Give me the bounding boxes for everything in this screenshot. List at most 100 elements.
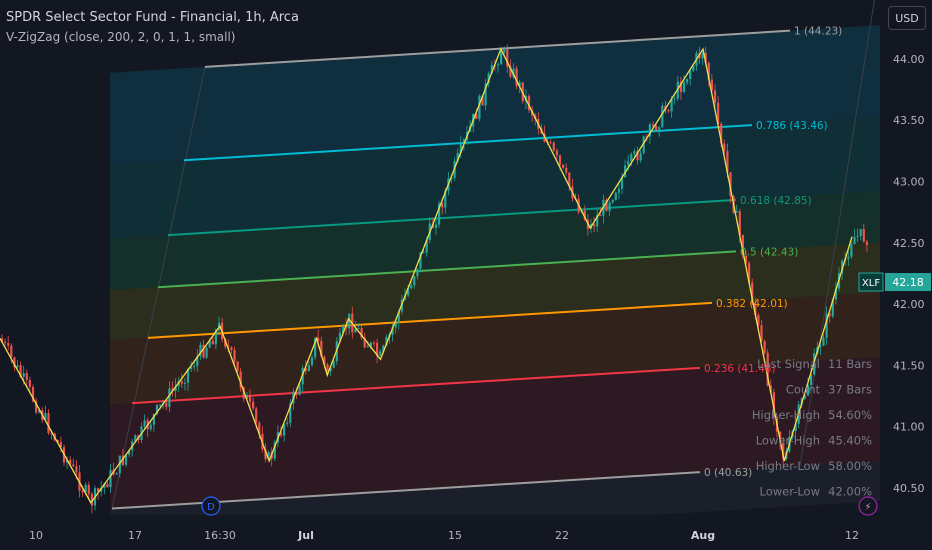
candle-body	[273, 442, 276, 459]
candle-body	[738, 211, 741, 236]
event-marker-icon[interactable]	[858, 496, 878, 516]
stats-label: Count	[786, 383, 821, 397]
x-tick-label: 10	[29, 529, 43, 542]
candle-body	[341, 326, 345, 333]
y-tick-label: 44.00	[893, 53, 925, 66]
stats-value: 37 Bars	[828, 383, 872, 397]
candle-body	[856, 235, 859, 237]
candle-body	[658, 127, 661, 131]
candle-body	[372, 342, 376, 344]
candle-body	[583, 210, 586, 220]
candle-body	[487, 73, 490, 84]
candle-body	[782, 443, 785, 459]
candle-body	[90, 493, 93, 506]
candle-body	[555, 150, 558, 156]
candle-body	[630, 153, 633, 162]
candle-body	[410, 285, 413, 289]
candle-body	[10, 345, 13, 358]
candle-body	[289, 403, 292, 423]
candle-body	[682, 82, 686, 92]
fib-label-0.236: 0.236 (41.48)	[704, 363, 776, 375]
candle-body	[245, 395, 248, 399]
candle-body	[462, 139, 465, 144]
candle-body	[459, 143, 462, 153]
candle-body	[723, 143, 726, 152]
candle-body	[614, 192, 617, 200]
candle-body	[295, 391, 298, 395]
candle-body	[208, 340, 211, 348]
candle-body	[441, 203, 444, 208]
candle-body	[633, 151, 636, 154]
candle-body	[729, 172, 732, 197]
price-axis-bg	[880, 0, 932, 515]
candle-body	[636, 151, 639, 161]
candle-body	[803, 395, 806, 399]
candle-body	[314, 337, 317, 358]
candle-body	[38, 410, 41, 413]
candle-body	[171, 388, 174, 392]
candle-body	[298, 384, 301, 395]
candle-body	[500, 52, 503, 65]
candle-body	[379, 351, 382, 356]
fib-band-0.5	[110, 242, 880, 341]
candle-body	[174, 386, 177, 392]
indicator-label: V-ZigZag (close, 200, 2, 0, 1, 1, small)	[6, 30, 236, 44]
candle-body	[233, 349, 236, 362]
fib-label-0.382: 0.382 (42.01)	[716, 298, 788, 310]
candle-body	[332, 361, 335, 368]
candle-body	[348, 313, 351, 329]
candle-body	[338, 332, 341, 342]
candle-body	[360, 327, 363, 338]
candle-body	[831, 299, 834, 317]
last-price-badge	[885, 273, 931, 292]
stats-value: 11 Bars	[828, 357, 872, 371]
y-tick-label: 41.50	[893, 359, 925, 372]
candle-body	[490, 65, 493, 74]
candle-body	[239, 371, 242, 388]
candle-body	[673, 98, 676, 100]
candle-body	[710, 79, 713, 91]
candle-body	[766, 352, 769, 386]
x-tick-label: Aug	[691, 529, 715, 542]
candle-body	[645, 136, 648, 138]
candle-body	[596, 215, 599, 227]
candle-body	[509, 66, 512, 77]
candle-body	[115, 473, 118, 475]
candle-body	[834, 288, 837, 300]
candle-body	[81, 490, 84, 493]
fib-line-1	[204, 29, 791, 68]
candle-body	[456, 152, 459, 161]
dividend-marker-icon[interactable]	[201, 496, 221, 516]
candle-body	[434, 224, 438, 228]
candle-body	[562, 164, 565, 168]
candle-body	[407, 288, 410, 296]
candle-body	[286, 422, 289, 424]
candle-body	[376, 343, 379, 356]
candle-body	[648, 124, 651, 137]
candle-body	[320, 341, 323, 357]
candle-body	[7, 343, 10, 346]
candle-body	[825, 313, 828, 338]
price-axis: 44.00 43.50 43.00 42.50 42.00 41.50 41.00 40.50	[880, 0, 932, 515]
candle-body	[329, 367, 332, 372]
symbol-label: XLF	[862, 278, 880, 289]
candle-body	[593, 224, 596, 227]
candle-body	[69, 459, 72, 465]
candle-body	[438, 203, 441, 225]
candle-body	[283, 423, 286, 436]
candle-body	[345, 326, 348, 329]
candle-body	[425, 240, 428, 253]
y-tick-label: 41.00	[893, 421, 925, 434]
x-tick-label: 12	[845, 529, 859, 542]
stats-value: 45.40%	[828, 434, 872, 448]
candle-body	[44, 412, 47, 420]
currency-button[interactable]: USD	[888, 6, 926, 30]
candle-body	[549, 142, 552, 144]
candle-body	[413, 276, 416, 286]
candle-body	[47, 412, 50, 434]
candle-body	[354, 328, 357, 333]
candle-body	[304, 367, 307, 371]
candle-body	[772, 392, 775, 418]
candle-body	[558, 155, 562, 165]
